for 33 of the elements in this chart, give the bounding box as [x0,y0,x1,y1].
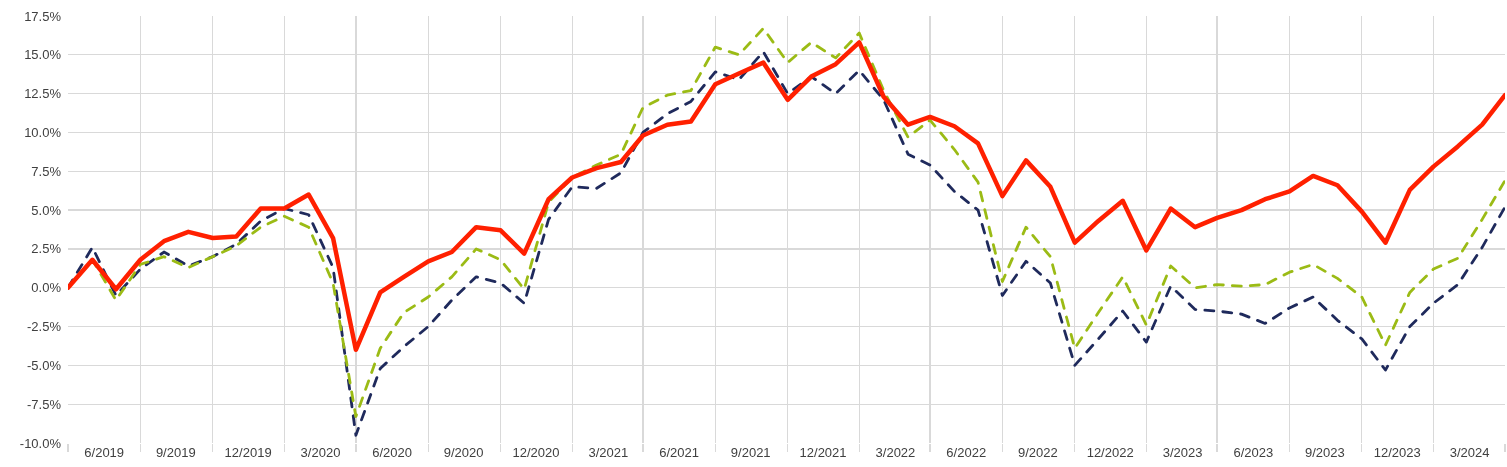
x-tick-label: 9/2023 [1305,445,1345,460]
x-tick-label: 3/2024 [1449,445,1490,460]
x-tick-label: 6/2021 [659,445,700,460]
y-tick-label: 15.0% [24,47,62,63]
x-tick-label: 12/2023 [1373,445,1421,460]
x-tick-label: 6/2020 [372,445,412,460]
y-tick-label: -5.0% [27,357,62,373]
y-tick-label: 5.0% [31,202,62,218]
x-tick-label: 3/2022 [875,445,916,460]
y-tick-label: 12.5% [24,86,62,102]
y-tick-label: 10.0% [24,125,62,140]
x-tick-label: 9/2019 [155,445,196,460]
x-tick-label: 6/2023 [1233,445,1274,460]
x-tick-label: 3/2020 [300,445,341,460]
y-tick-label: -7.5% [27,396,62,412]
x-tick-label: 9/2021 [730,445,771,460]
x-tick-label: 6/2019 [84,445,125,460]
y-tick-label: -10.0% [19,435,62,451]
y-tick-label: 7.5% [31,163,62,179]
x-tick-label: 9/2022 [1017,445,1058,460]
x-tick-label: 12/2020 [512,445,560,460]
x-tick-label: 9/2020 [443,445,484,460]
x-tick-label: 12/2019 [224,445,272,460]
y-tick-label: 17.5% [24,8,62,24]
x-tick-label: 6/2022 [946,445,987,460]
y-tick-label: 0.0% [31,280,62,296]
y-tick-label: -2.5% [27,319,62,335]
x-tick-label: 12/2022 [1086,445,1134,460]
y-tick-label: 2.5% [31,241,62,257]
x-tick-label: 3/2021 [588,445,629,460]
x-tick-label: 12/2021 [799,445,847,460]
line-series [68,40,1505,353]
x-tick-label: 3/2023 [1162,445,1203,460]
